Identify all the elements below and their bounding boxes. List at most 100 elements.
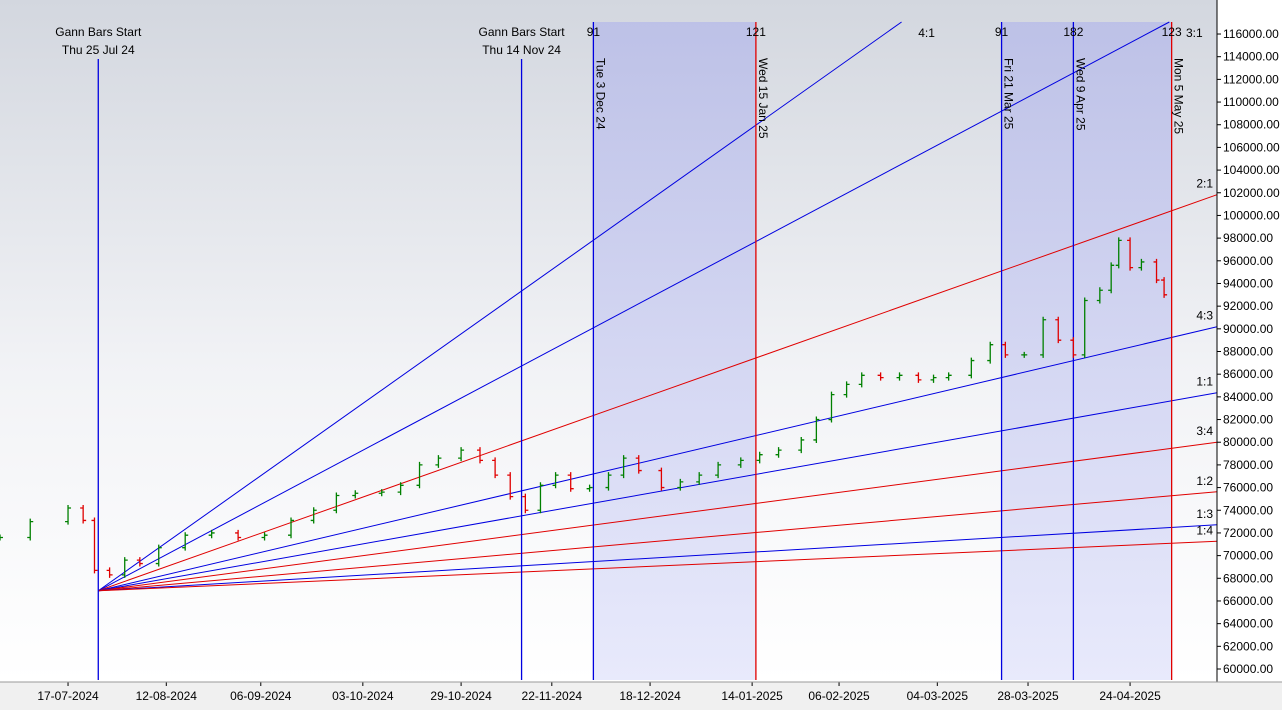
y-tick-label: 100000.00 bbox=[1223, 208, 1280, 222]
y-tick-label: 102000.00 bbox=[1223, 186, 1280, 200]
price-bar bbox=[235, 529, 242, 541]
price-bar bbox=[1002, 341, 1009, 358]
price-bar bbox=[1108, 262, 1115, 294]
event-date: Wed 9 Apr 25 bbox=[1073, 58, 1087, 131]
y-tick-label: 72000.00 bbox=[1223, 526, 1273, 540]
x-tick-label: 29-10-2024 bbox=[430, 689, 492, 703]
event-count: 123 bbox=[1162, 25, 1182, 39]
price-bar bbox=[352, 490, 359, 499]
price-bar bbox=[1055, 316, 1062, 344]
y-tick-label: 84000.00 bbox=[1223, 390, 1273, 404]
price-bar bbox=[476, 447, 483, 464]
price-bar bbox=[968, 357, 975, 379]
fan-label: 2:1 bbox=[1196, 177, 1213, 191]
x-tick-label: 06-02-2025 bbox=[808, 689, 870, 703]
price-bar bbox=[813, 416, 820, 443]
x-tick-label: 12-08-2024 bbox=[136, 689, 198, 703]
price-bar bbox=[775, 447, 782, 458]
price-bar bbox=[333, 492, 340, 514]
y-tick-label: 112000.00 bbox=[1223, 72, 1279, 86]
y-tick-label: 64000.00 bbox=[1223, 617, 1273, 631]
fan-line bbox=[98, 540, 1218, 592]
x-tick-label: 03-10-2024 bbox=[332, 689, 394, 703]
price-bar bbox=[605, 472, 612, 491]
price-bar bbox=[843, 381, 850, 398]
price-bar bbox=[715, 461, 722, 479]
price-bar bbox=[91, 517, 98, 574]
price-bar bbox=[288, 517, 295, 539]
x-tick-label: 17-07-2024 bbox=[37, 689, 99, 703]
y-tick-label: 114000.00 bbox=[1223, 50, 1279, 64]
price-bar bbox=[756, 451, 763, 464]
x-tick-label: 22-11-2024 bbox=[522, 689, 583, 703]
price-bar bbox=[0, 534, 3, 541]
price-bar bbox=[507, 472, 514, 500]
price-bars bbox=[0, 237, 1168, 578]
y-tick-label: 98000.00 bbox=[1223, 231, 1273, 245]
x-tick-label: 04-03-2025 bbox=[907, 689, 969, 703]
y-tick-label: 88000.00 bbox=[1223, 345, 1273, 359]
event-count: 91 bbox=[587, 25, 601, 39]
price-bar bbox=[416, 461, 423, 489]
price-bar bbox=[620, 455, 627, 479]
shaded-layer bbox=[593, 22, 1172, 680]
fan-line bbox=[98, 524, 1218, 592]
event-count: 121 bbox=[746, 25, 766, 39]
y-tick-label: 82000.00 bbox=[1223, 413, 1273, 427]
fan-line bbox=[98, 326, 1218, 592]
price-bar bbox=[27, 518, 34, 541]
fan-label: 1:4 bbox=[1196, 523, 1213, 537]
fan-label: 4:3 bbox=[1196, 309, 1213, 323]
price-bar bbox=[1021, 351, 1028, 358]
price-bar bbox=[987, 341, 994, 364]
fan-line bbox=[98, 194, 1218, 592]
price-bar bbox=[930, 374, 937, 383]
price-bar bbox=[435, 455, 442, 468]
price-bar bbox=[945, 372, 952, 381]
y-tick-label: 110000.00 bbox=[1223, 95, 1279, 109]
price-bar bbox=[106, 567, 113, 578]
price-bar bbox=[1127, 237, 1134, 271]
price-bar bbox=[1153, 258, 1160, 284]
price-bar bbox=[635, 455, 642, 474]
price-bar bbox=[677, 478, 684, 491]
event-title: Gann Bars Start bbox=[55, 25, 142, 39]
price-bar bbox=[1096, 287, 1103, 304]
price-bar bbox=[915, 372, 922, 383]
price-bar bbox=[155, 544, 162, 567]
event-title: Gann Bars Start bbox=[479, 25, 566, 39]
event-date: Thu 14 Nov 24 bbox=[482, 43, 561, 57]
fan-label: 1:3 bbox=[1196, 507, 1213, 521]
price-bar bbox=[552, 472, 559, 489]
y-axis-background bbox=[1217, 0, 1282, 682]
price-bar bbox=[1161, 277, 1168, 298]
price-bar bbox=[798, 436, 805, 454]
y-tick-label: 74000.00 bbox=[1223, 503, 1273, 517]
price-bar bbox=[737, 457, 744, 468]
price-bar bbox=[397, 482, 404, 496]
price-bar bbox=[80, 504, 87, 524]
event-date: Tue 3 Dec 24 bbox=[593, 58, 607, 130]
y-tick-label: 116000.00 bbox=[1223, 27, 1279, 41]
price-bar bbox=[208, 529, 215, 539]
x-tick-label: 18-12-2024 bbox=[619, 689, 681, 703]
fan-label: 4:1 bbox=[918, 26, 935, 40]
price-bar bbox=[1040, 316, 1047, 358]
price-bar bbox=[896, 372, 903, 381]
y-tick-label: 62000.00 bbox=[1223, 639, 1273, 653]
y-tick-label: 94000.00 bbox=[1223, 276, 1273, 290]
price-bar bbox=[121, 557, 128, 578]
y-tick-label: 60000.00 bbox=[1223, 662, 1273, 676]
price-bar bbox=[458, 447, 465, 462]
price-bar bbox=[828, 391, 835, 423]
event-count: 91 bbox=[995, 25, 1009, 39]
price-bar bbox=[182, 532, 189, 551]
y-tick-label: 106000.00 bbox=[1223, 140, 1280, 154]
event-date: Wed 15 Jan 25 bbox=[756, 58, 770, 139]
x-tick-label: 24-04-2025 bbox=[1099, 689, 1161, 703]
event-count: 182 bbox=[1063, 25, 1083, 39]
fan-line bbox=[97, 21, 902, 592]
fan-line bbox=[98, 441, 1218, 592]
